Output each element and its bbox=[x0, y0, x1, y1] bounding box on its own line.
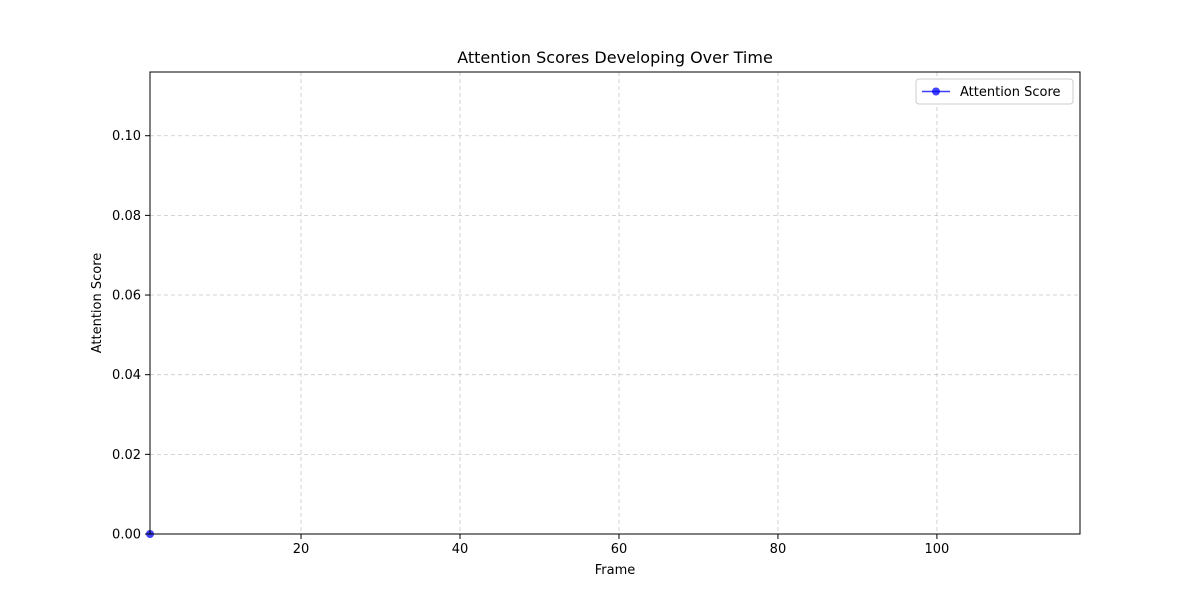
plot-frame bbox=[149, 71, 1081, 535]
legend-marker bbox=[932, 87, 940, 96]
x-tick-label: 20 bbox=[293, 542, 310, 557]
y-tick-label: 0.08 bbox=[112, 209, 141, 224]
legend-box bbox=[915, 78, 1074, 105]
x-tick-label: 100 bbox=[925, 542, 950, 557]
x-tick-label: 40 bbox=[452, 542, 469, 557]
legend-label: Attention Score bbox=[960, 85, 1061, 100]
y-tick-label: 0.06 bbox=[112, 289, 141, 304]
y-tick-label: 0.00 bbox=[112, 528, 141, 543]
y-tick-label: 0.04 bbox=[112, 368, 141, 383]
y-tick-label: 0.10 bbox=[112, 129, 141, 144]
legend: Attention Score bbox=[915, 78, 1074, 105]
x-tick-label: 60 bbox=[611, 542, 628, 557]
y-tick-label: 0.02 bbox=[112, 448, 141, 463]
x-tick-label: 80 bbox=[770, 542, 787, 557]
ticks: 20 40 60 80 100 0.00 0.02 0.04 0.06 0.08 0.10 bbox=[112, 129, 949, 557]
chart-title: Attention Scores Developing Over Time bbox=[457, 48, 773, 67]
x-axis-label: Frame bbox=[595, 563, 636, 578]
y-axis-label: Attention Score bbox=[90, 253, 105, 354]
